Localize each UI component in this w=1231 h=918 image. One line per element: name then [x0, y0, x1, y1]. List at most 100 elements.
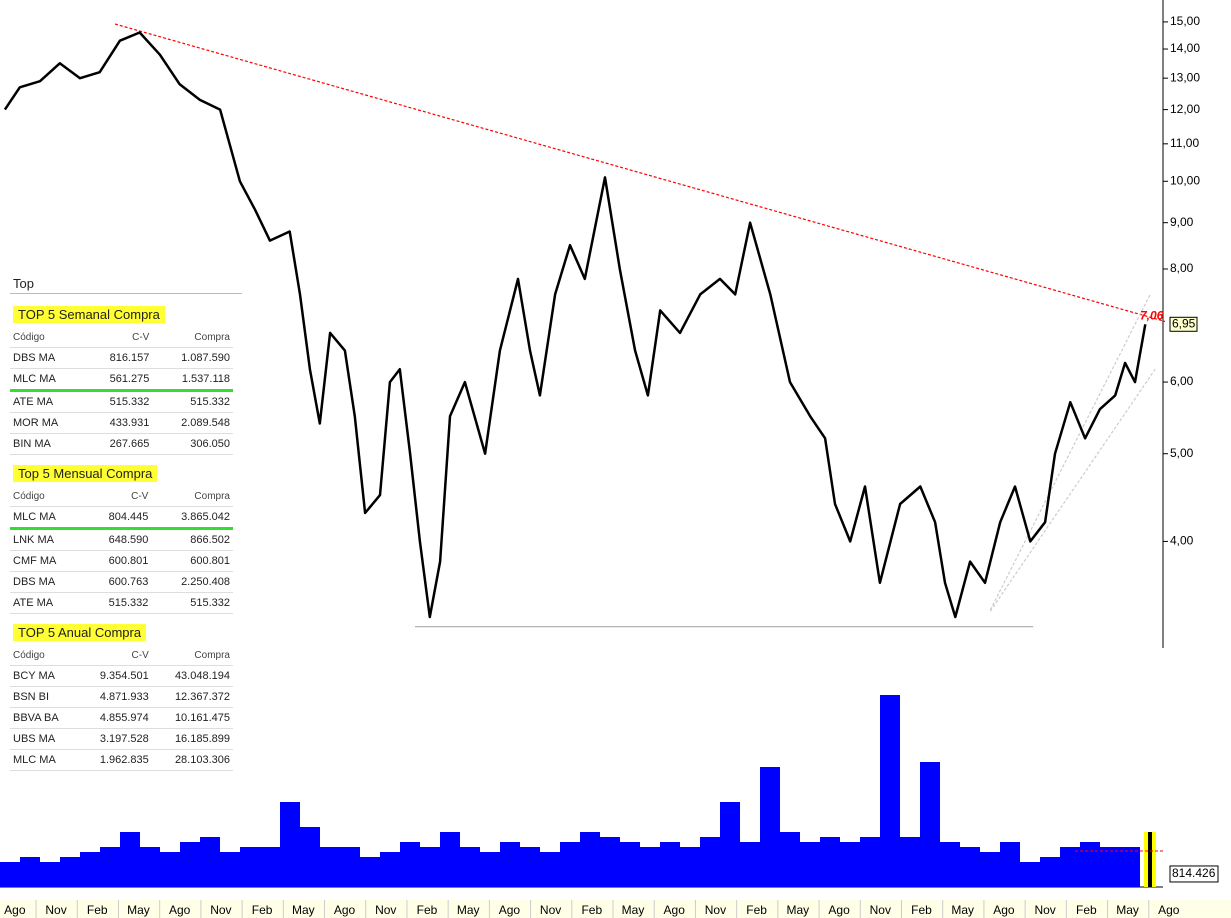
trend-line — [989, 294, 1151, 611]
y-tick-label: 14,00 — [1170, 41, 1200, 55]
y-tick-label: 4,00 — [1170, 534, 1194, 548]
x-tick-label: Feb — [911, 903, 932, 917]
trend-line — [114, 23, 1166, 323]
volume-label: 814.426 — [1172, 866, 1216, 880]
volume-label-box — [1169, 865, 1219, 883]
table-cell: 1.962.835 — [78, 749, 152, 771]
column-header: Código — [10, 327, 86, 348]
volume-bar — [720, 802, 740, 887]
table-cell: 1.537.118 — [152, 368, 233, 392]
ranking-table: Código C-V Compra MLC MA 804.445 3.865.042 LNK… — [10, 486, 233, 614]
table-row: BSN BI 4.871.933 12.367.372 — [10, 686, 233, 708]
table-cell: 2.089.548 — [152, 412, 233, 434]
x-tick-label: Ago — [334, 903, 356, 917]
y-tick-label: 9,00 — [1170, 215, 1194, 229]
volume-bar — [1060, 847, 1080, 887]
volume-bar — [1120, 847, 1140, 887]
x-axis-band — [0, 900, 1231, 918]
volume-bar — [820, 837, 840, 887]
table-row: CMF MA 600.801 600.801 — [10, 550, 233, 572]
table-row: BCY MA 9.354.501 43.048.194 — [10, 665, 233, 687]
volume-bar — [580, 832, 600, 887]
volume-bar — [460, 847, 480, 887]
table-row: BIN MA 267.665 306.050 — [10, 433, 233, 455]
y-tick-label: 10,00 — [1170, 173, 1200, 187]
volume-bar — [280, 802, 300, 887]
table-row: UBS MA 3.197.528 16.185.899 — [10, 728, 233, 750]
table-cell: 28.103.306 — [151, 749, 233, 771]
price-line — [3, 31, 1147, 619]
table-cell: 3.197.528 — [78, 728, 152, 750]
volume-bar — [240, 847, 260, 887]
table-row: MLC MA 804.445 3.865.042 — [10, 506, 233, 530]
volume-bar — [440, 832, 460, 887]
x-tick-label: May — [292, 903, 315, 917]
x-tick-label: Ago — [993, 903, 1015, 917]
volume-bar — [760, 767, 780, 887]
volume-bar — [420, 847, 440, 887]
x-tick-label: Feb — [417, 903, 438, 917]
last-price-label: 6,95 — [1172, 316, 1196, 330]
column-header: Compra — [151, 486, 233, 507]
table-cell: BBVA BA — [10, 707, 79, 729]
table-cell: 600.763 — [83, 571, 152, 593]
table-cell: DBS MA — [10, 571, 84, 593]
x-tick-label: Nov — [45, 903, 66, 917]
x-tick-label: Feb — [746, 903, 767, 917]
volume-bar — [500, 842, 520, 887]
volume-bar — [520, 847, 540, 887]
volume-bar — [620, 842, 640, 887]
volume-bar — [640, 847, 660, 887]
ranking-table: Código C-V Compra BCY MA 9.354.501 43.048.194… — [10, 645, 233, 771]
sidebar-title: Top — [10, 274, 242, 294]
x-tick-label: Ago — [664, 903, 686, 917]
table-cell: DBS MA — [10, 347, 86, 369]
header-row: Código C-V Compra — [10, 645, 233, 666]
x-tick-label: May — [951, 903, 974, 917]
table-cell: LNK MA — [10, 528, 84, 551]
table-title: TOP 5 Semanal Compra — [13, 306, 165, 323]
table-cell: 10.161.475 — [151, 707, 233, 729]
x-tick-label: Nov — [705, 903, 726, 917]
x-tick-label: Ago — [828, 903, 850, 917]
table-cell: 12.367.372 — [151, 686, 233, 708]
table-cell: 515.332 — [151, 592, 233, 614]
table-row: LNK MA 648.590 866.502 — [10, 528, 233, 551]
x-tick-label: May — [622, 903, 645, 917]
x-tick-label: May — [457, 903, 480, 917]
table-cell: UBS MA — [10, 728, 79, 750]
volume-bar — [900, 837, 920, 887]
y-tick-label: 15,00 — [1170, 14, 1200, 28]
table-cell: CMF MA — [10, 550, 84, 572]
table-cell: MLC MA — [10, 368, 86, 392]
table-cell: 9.354.501 — [78, 665, 152, 687]
table-cell: 515.332 — [85, 390, 153, 413]
x-tick-label: Ago — [499, 903, 521, 917]
table-row: DBS MA 816.157 1.087.590 — [10, 347, 233, 369]
table-row: MLC MA 561.275 1.537.118 — [10, 368, 233, 392]
table-cell: MLC MA — [10, 506, 84, 530]
column-header: Compra — [152, 327, 233, 348]
table-title: Top 5 Mensual Compra — [13, 465, 158, 482]
table-cell: ATE MA — [10, 390, 86, 413]
y-tick-label: 11,00 — [1170, 136, 1199, 150]
volume-bar — [1148, 832, 1152, 887]
volume-bar — [220, 852, 240, 887]
table-cell: 3.865.042 — [151, 506, 233, 530]
x-tick-label: Feb — [1076, 903, 1097, 917]
volume-bar — [1080, 842, 1100, 887]
column-header: C-V — [85, 327, 153, 348]
x-tick-label: Nov — [210, 903, 231, 917]
volume-bar — [560, 842, 580, 887]
volume-bar — [600, 837, 620, 887]
volume-bar — [260, 847, 280, 887]
table-cell: MLC MA — [10, 749, 79, 771]
volume-bar — [380, 852, 400, 887]
volume-bar — [160, 852, 180, 887]
y-tick-label: 5,00 — [1170, 446, 1194, 460]
table-cell: BCY MA — [10, 665, 79, 687]
last-price-box — [1169, 316, 1198, 332]
volume-bar — [940, 842, 960, 887]
